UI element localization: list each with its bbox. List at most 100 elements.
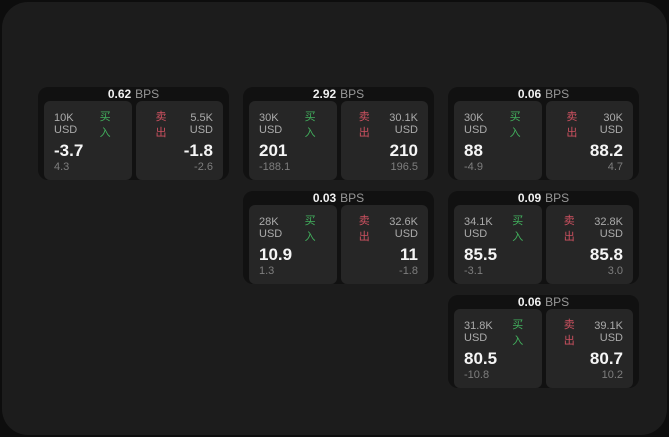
buy-side-label: 买入 xyxy=(512,319,524,347)
sell-delta: -1.8 xyxy=(399,264,418,277)
sell-tile[interactable]: 卖出 5.5K USD -1.8 -2.6 xyxy=(135,101,223,180)
sell-tile-top: 卖出 30.1K USD xyxy=(351,108,418,140)
bps-value: 0.06 xyxy=(517,295,542,309)
buy-tile-top: 28K USD 买入 xyxy=(259,212,327,244)
quote-card: 0.09 BPS 34.1K USD 买入 85.5 -3.1 卖出 32.8K… xyxy=(448,191,639,284)
bps-unit-label: BPS xyxy=(340,191,365,205)
sell-side-label: 卖出 xyxy=(563,319,575,347)
sell-price: 80.7 xyxy=(589,349,623,368)
buy-price: 201 xyxy=(259,141,288,160)
sell-delta: -2.6 xyxy=(194,160,213,173)
quote-card: 0.06 BPS 31.8K USD 买入 80.5 -10.8 卖出 39.1… xyxy=(448,295,639,388)
sell-delta: 3.0 xyxy=(607,264,623,277)
sell-tile[interactable]: 卖出 32.8K USD 85.8 3.0 xyxy=(545,205,633,284)
sell-amount-label: 30K USD xyxy=(599,112,623,136)
buy-amount-label: 28K USD xyxy=(259,216,283,240)
buy-side-label: 买入 xyxy=(304,215,316,243)
buy-delta: -10.8 xyxy=(464,368,490,381)
sell-amount-label: 5.5K USD xyxy=(189,112,213,136)
buy-side-label: 买入 xyxy=(99,111,111,139)
sell-tile-top: 卖出 39.1K USD xyxy=(556,316,623,348)
buy-tile[interactable]: 31.8K USD 买入 80.5 -10.8 xyxy=(454,309,542,388)
sell-side-label: 卖出 xyxy=(155,111,167,139)
sell-price: 210 xyxy=(389,141,418,160)
bps-unit-label: BPS xyxy=(135,87,160,101)
bps-unit-label: BPS xyxy=(545,191,570,205)
sell-side-label: 卖出 xyxy=(566,111,578,139)
bps-unit-label: BPS xyxy=(545,87,570,101)
buy-tile-top: 10K USD 买入 xyxy=(54,108,122,140)
sell-tile[interactable]: 卖出 30K USD 88.2 4.7 xyxy=(545,101,633,180)
buy-amount-label: 31.8K USD xyxy=(464,320,493,344)
sell-side-label: 卖出 xyxy=(358,215,370,243)
buy-price: -3.7 xyxy=(54,141,84,160)
buy-amount-label: 30K USD xyxy=(259,112,283,136)
buy-price: 88 xyxy=(464,141,483,160)
tiles-row: 30K USD 买入 201 -188.1 卖出 30.1K USD 210 1… xyxy=(249,101,428,180)
sell-tile-top: 卖出 32.6K USD xyxy=(351,212,418,244)
bps-unit-label: BPS xyxy=(545,295,570,309)
buy-tile[interactable]: 30K USD 买入 88 -4.9 xyxy=(454,101,542,180)
bps-value: 0.03 xyxy=(312,191,337,205)
sell-price: 85.8 xyxy=(589,245,623,264)
sell-side-label: 卖出 xyxy=(563,215,575,243)
tiles-row: 10K USD 买入 -3.7 4.3 卖出 5.5K USD -1.8 -2.… xyxy=(44,101,223,180)
tiles-row: 28K USD 买入 10.9 1.3 卖出 32.6K USD 11 -1.8 xyxy=(249,205,428,284)
sell-price: 88.2 xyxy=(589,141,623,160)
buy-delta: 4.3 xyxy=(54,160,70,173)
sell-tile-top: 卖出 5.5K USD xyxy=(146,108,213,140)
bps-header: 0.62 BPS xyxy=(44,87,223,101)
buy-delta: 1.3 xyxy=(259,264,275,277)
sell-tile-top: 卖出 32.8K USD xyxy=(556,212,623,244)
tiles-row: 31.8K USD 买入 80.5 -10.8 卖出 39.1K USD 80.… xyxy=(454,309,633,388)
quote-card: 0.62 BPS 10K USD 买入 -3.7 4.3 卖出 5.5K USD xyxy=(38,87,229,180)
sell-tile[interactable]: 卖出 30.1K USD 210 196.5 xyxy=(340,101,428,180)
sell-amount-label: 32.8K USD xyxy=(594,216,623,240)
quote-card: 2.92 BPS 30K USD 买入 201 -188.1 卖出 30.1K … xyxy=(243,87,434,180)
buy-delta: -188.1 xyxy=(259,160,291,173)
quote-card: 0.03 BPS 28K USD 买入 10.9 1.3 卖出 32.6K US… xyxy=(243,191,434,284)
bps-value: 2.92 xyxy=(312,87,337,101)
sell-tile[interactable]: 卖出 39.1K USD 80.7 10.2 xyxy=(545,309,633,388)
bps-header: 0.09 BPS xyxy=(454,191,633,205)
buy-amount-label: 34.1K USD xyxy=(464,216,493,240)
buy-tile-top: 34.1K USD 买入 xyxy=(464,212,532,244)
bps-unit-label: BPS xyxy=(340,87,365,101)
buy-tile[interactable]: 34.1K USD 买入 85.5 -3.1 xyxy=(454,205,542,284)
quote-card: 0.06 BPS 30K USD 买入 88 -4.9 卖出 30K USD xyxy=(448,87,639,180)
buy-tile[interactable]: 30K USD 买入 201 -188.1 xyxy=(249,101,337,180)
buy-tile-top: 30K USD 买入 xyxy=(464,108,532,140)
buy-price: 80.5 xyxy=(464,349,498,368)
buy-tile[interactable]: 10K USD 买入 -3.7 4.3 xyxy=(44,101,132,180)
bps-header: 0.06 BPS xyxy=(454,295,633,309)
quote-card-grid: 0.62 BPS 10K USD 买入 -3.7 4.3 卖出 5.5K USD xyxy=(38,87,639,388)
buy-tile-top: 30K USD 买入 xyxy=(259,108,327,140)
sell-delta: 4.7 xyxy=(607,160,623,173)
buy-tile-top: 31.8K USD 买入 xyxy=(464,316,532,348)
sell-amount-label: 32.6K USD xyxy=(389,216,418,240)
buy-amount-label: 10K USD xyxy=(54,112,78,136)
buy-price: 85.5 xyxy=(464,245,498,264)
sell-amount-label: 39.1K USD xyxy=(594,320,623,344)
sell-tile-top: 卖出 30K USD xyxy=(556,108,623,140)
sell-amount-label: 30.1K USD xyxy=(389,112,418,136)
bps-value: 0.62 xyxy=(107,87,132,101)
tiles-row: 30K USD 买入 88 -4.9 卖出 30K USD 88.2 4.7 xyxy=(454,101,633,180)
bps-header: 0.06 BPS xyxy=(454,87,633,101)
sell-delta: 10.2 xyxy=(601,368,623,381)
sell-side-label: 卖出 xyxy=(358,111,370,139)
bps-value: 0.09 xyxy=(517,191,542,205)
sell-delta: 196.5 xyxy=(390,160,418,173)
sell-price: -1.8 xyxy=(183,141,213,160)
buy-price: 10.9 xyxy=(259,245,293,264)
buy-delta: -3.1 xyxy=(464,264,483,277)
buy-side-label: 买入 xyxy=(304,111,316,139)
buy-delta: -4.9 xyxy=(464,160,483,173)
sell-tile[interactable]: 卖出 32.6K USD 11 -1.8 xyxy=(340,205,428,284)
bps-header: 0.03 BPS xyxy=(249,191,428,205)
buy-amount-label: 30K USD xyxy=(464,112,488,136)
sell-price: 11 xyxy=(400,245,418,264)
tiles-row: 34.1K USD 买入 85.5 -3.1 卖出 32.8K USD 85.8… xyxy=(454,205,633,284)
buy-tile[interactable]: 28K USD 买入 10.9 1.3 xyxy=(249,205,337,284)
